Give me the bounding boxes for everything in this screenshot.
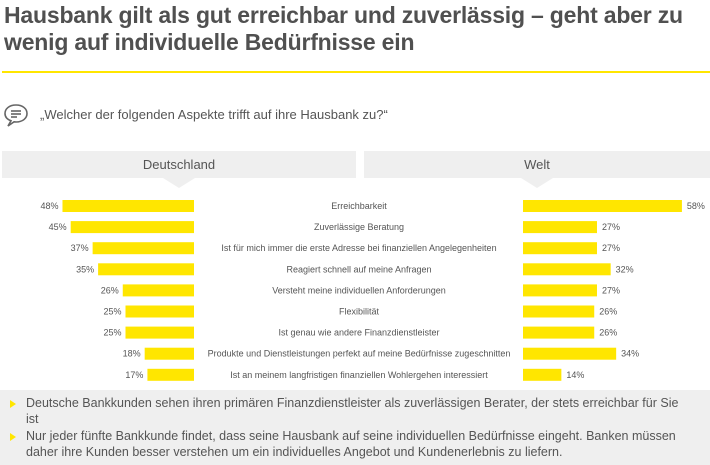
bar-welt — [523, 242, 597, 255]
bullet-arrow-icon — [10, 433, 16, 441]
bar-welt — [523, 347, 617, 360]
title-underline — [2, 71, 710, 73]
bar-welt — [523, 284, 597, 297]
bar-welt — [523, 326, 595, 339]
value-label-deutschland: 25% — [103, 328, 121, 338]
category-label: Ist an meinem langfristigen finanziellen… — [230, 370, 488, 380]
value-label-welt: 32% — [616, 264, 634, 274]
value-label-deutschland: 18% — [123, 349, 141, 359]
butterfly-bar-chart: 48% Erreichbarkeit 58% 45% Zuverlässige Bera… — [40, 200, 705, 381]
bar-deutschland — [125, 305, 194, 318]
value-label-deutschland: 25% — [103, 307, 121, 317]
value-label-deutschland: 48% — [40, 201, 58, 211]
category-label: Zuverlässige Beratung — [314, 222, 404, 232]
value-label-deutschland: 26% — [101, 285, 119, 295]
header-pointer — [521, 178, 553, 188]
summary-text: Deutsche Bankkunden sehen ihren primären… — [26, 396, 679, 426]
summary-panel: Deutsche Bankkunden sehen ihren primären… — [0, 390, 710, 465]
survey-question: „Welcher der folgenden Aspekte trifft au… — [40, 107, 388, 122]
value-label-welt: 14% — [566, 370, 584, 380]
summary-bullet: Nur jeder fünfte Bankkunde findet, dass … — [8, 429, 686, 460]
bar-deutschland — [122, 284, 194, 297]
value-label-welt: 58% — [687, 201, 705, 211]
bar-deutschland — [98, 263, 194, 276]
bar-welt — [523, 305, 595, 318]
value-label-welt: 34% — [621, 349, 639, 359]
value-label-welt: 27% — [602, 243, 620, 253]
bullet-arrow-icon — [10, 400, 16, 408]
page-title: Hausbank gilt als gut erreichbar und zuv… — [4, 2, 683, 55]
category-label: Flexibilität — [339, 307, 380, 317]
summary-bullet: Deutsche Bankkunden sehen ihren primären… — [8, 396, 686, 427]
bar-welt — [523, 263, 611, 276]
bar-deutschland — [70, 221, 194, 234]
category-label: Reagiert schnell auf meine Anfragen — [286, 264, 431, 274]
category-label: Ist genau wie andere Finanzdienstleister — [278, 328, 439, 338]
bar-deutschland — [147, 368, 194, 381]
value-label-welt: 26% — [599, 328, 617, 338]
value-label-welt: 26% — [599, 307, 617, 317]
speech-bubble-icon — [4, 104, 28, 127]
value-label-deutschland: 17% — [125, 370, 143, 380]
header-deutschland-label: Deutschland — [142, 157, 216, 172]
value-label-welt: 27% — [602, 285, 620, 295]
bar-deutschland — [62, 200, 195, 212]
bar-deutschland — [144, 347, 194, 360]
value-label-deutschland: 37% — [71, 243, 89, 253]
header-pointer — [163, 178, 195, 188]
bar-welt — [523, 200, 682, 212]
bar-welt — [523, 221, 597, 234]
value-label-deutschland: 35% — [76, 264, 94, 274]
header-deutschland: Deutschland — [2, 151, 356, 188]
category-label: Versteht meine individuellen Anforderung… — [272, 285, 446, 295]
category-label: Ist für mich immer die erste Adresse bei… — [221, 243, 496, 253]
value-label-welt: 27% — [602, 222, 620, 232]
header-welt-label: Welt — [524, 157, 550, 172]
category-label: Produkte und Dienstleistungen perfekt au… — [208, 349, 511, 359]
value-label-deutschland: 45% — [49, 222, 67, 232]
bar-welt — [523, 368, 562, 381]
category-label: Erreichbarkeit — [331, 201, 387, 211]
bar-deutschland — [125, 326, 194, 339]
header-welt: Welt — [364, 151, 710, 188]
bar-deutschland — [92, 242, 194, 255]
summary-text: Nur jeder fünfte Bankkunde findet, dass … — [26, 429, 676, 459]
